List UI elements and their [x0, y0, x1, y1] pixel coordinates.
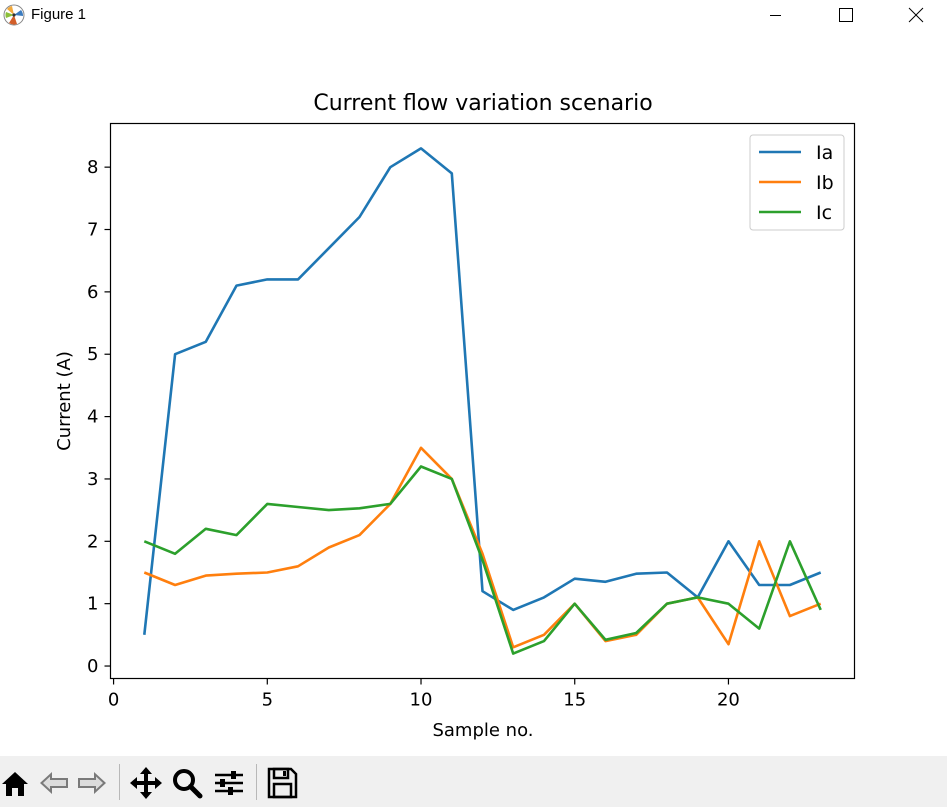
- chart-title: Current flow variation scenario: [313, 91, 652, 116]
- legend-label-ia: Ia: [816, 142, 833, 164]
- y-tick-label: 6: [87, 282, 98, 303]
- y-tick-label: 5: [87, 344, 98, 365]
- y-tick-label: 4: [87, 407, 98, 428]
- pan-icon[interactable]: [130, 766, 162, 800]
- back-arrow-icon[interactable]: [38, 766, 70, 800]
- x-tick-label: 15: [563, 690, 586, 711]
- x-tick-label: 20: [717, 690, 740, 711]
- matplotlib-logo-icon: [3, 4, 25, 26]
- maximize-button[interactable]: [822, 0, 868, 32]
- close-button[interactable]: [892, 0, 938, 32]
- x-tick-label: 0: [108, 690, 119, 711]
- series-line-ic: [143, 465, 822, 655]
- axis-ticks: 0 5 10 15 20 0 1 2 3 4 5 6 7 8: [87, 157, 740, 710]
- y-tick-label: 8: [87, 157, 98, 178]
- series-line-ib: [143, 446, 822, 649]
- y-axis-label: Current (A): [54, 351, 75, 451]
- y-tick-label: 0: [87, 656, 98, 677]
- toolbar-separator: [256, 764, 257, 800]
- toolbar-separator: [119, 764, 120, 800]
- figure-canvas[interactable]: Current flow variation scenario 0 5 10 15 20…: [0, 32, 947, 756]
- legend-label-ib: Ib: [816, 172, 834, 194]
- y-tick-label: 2: [87, 531, 98, 552]
- chart-legend: Ia Ib Ic: [749, 134, 845, 231]
- legend-label-ic: Ic: [816, 202, 832, 224]
- y-tick-label: 1: [87, 594, 98, 615]
- zoom-icon[interactable]: [171, 766, 203, 800]
- x-tick-label: 5: [262, 690, 273, 711]
- window-title: Figure 1: [31, 6, 87, 23]
- home-icon[interactable]: [0, 766, 32, 800]
- window-titlebar: Figure 1: [0, 0, 947, 32]
- y-tick-label: 3: [87, 469, 98, 490]
- minimize-button[interactable]: [752, 0, 798, 32]
- x-axis-label: Sample no.: [432, 720, 533, 741]
- y-tick-label: 7: [87, 220, 98, 241]
- axes-frame: [109, 122, 856, 680]
- navigation-toolbar: [0, 756, 947, 807]
- configure-subplots-icon[interactable]: [213, 766, 245, 800]
- forward-arrow-icon[interactable]: [76, 766, 108, 800]
- save-icon[interactable]: [266, 766, 298, 800]
- x-tick-label: 10: [410, 690, 433, 711]
- data-lines: [143, 147, 822, 655]
- series-line-ia: [143, 147, 822, 635]
